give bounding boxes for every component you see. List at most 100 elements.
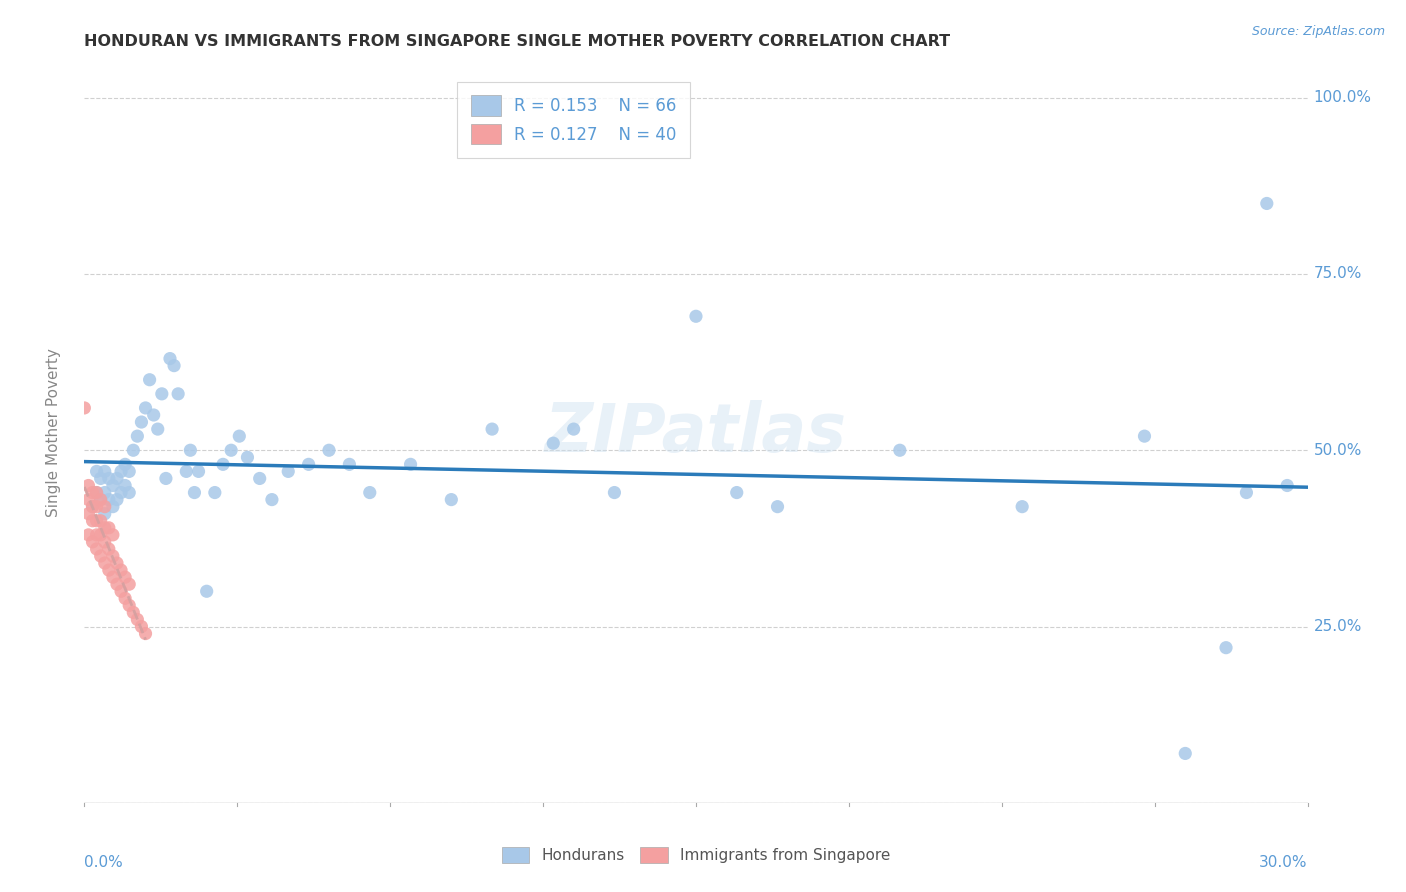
- Point: [127, 612, 149, 626]
- Point: [163, 359, 186, 373]
- Point: [440, 492, 463, 507]
- Point: [90, 528, 112, 542]
- Point: [131, 415, 153, 429]
- Point: [481, 422, 503, 436]
- Point: [298, 458, 321, 472]
- Text: 30.0%: 30.0%: [1260, 855, 1308, 870]
- Point: [1236, 485, 1258, 500]
- Point: [90, 471, 112, 485]
- Point: [138, 373, 160, 387]
- Point: [127, 429, 149, 443]
- Legend: Hondurans, Immigrants from Singapore: Hondurans, Immigrants from Singapore: [496, 841, 896, 869]
- Point: [260, 492, 283, 507]
- Point: [101, 570, 124, 584]
- Point: [97, 492, 120, 507]
- Point: [110, 464, 132, 478]
- Point: [318, 443, 340, 458]
- Point: [122, 443, 145, 458]
- Point: [187, 464, 209, 478]
- Point: [131, 619, 153, 633]
- Point: [122, 606, 145, 620]
- Point: [159, 351, 181, 366]
- Point: [86, 514, 108, 528]
- Point: [150, 387, 173, 401]
- Point: [82, 535, 104, 549]
- Point: [93, 535, 115, 549]
- Point: [1174, 747, 1197, 761]
- Point: [204, 485, 226, 500]
- Point: [562, 422, 585, 436]
- Text: 75.0%: 75.0%: [1313, 267, 1362, 282]
- Point: [114, 478, 136, 492]
- Point: [86, 500, 108, 514]
- Point: [118, 464, 141, 478]
- Point: [543, 436, 565, 450]
- Point: [93, 485, 115, 500]
- Point: [174, 464, 197, 478]
- Point: [183, 485, 205, 500]
- Point: [155, 471, 177, 485]
- Point: [179, 443, 201, 458]
- Point: [97, 471, 120, 485]
- Point: [889, 443, 911, 458]
- Point: [725, 485, 748, 500]
- Point: [135, 626, 157, 640]
- Point: [195, 584, 218, 599]
- Point: [101, 478, 124, 492]
- Point: [97, 541, 120, 556]
- Point: [105, 492, 128, 507]
- Point: [105, 577, 128, 591]
- Point: [86, 485, 108, 500]
- Point: [90, 492, 112, 507]
- Point: [93, 521, 115, 535]
- Point: [212, 458, 235, 472]
- Point: [118, 577, 141, 591]
- Point: [90, 492, 112, 507]
- Text: 25.0%: 25.0%: [1313, 619, 1362, 634]
- Y-axis label: Single Mother Poverty: Single Mother Poverty: [46, 348, 60, 517]
- Point: [1133, 429, 1156, 443]
- Point: [73, 401, 96, 415]
- Text: 100.0%: 100.0%: [1313, 90, 1372, 105]
- Point: [219, 443, 242, 458]
- Point: [110, 563, 132, 577]
- Point: [114, 458, 136, 472]
- Point: [77, 507, 100, 521]
- Point: [135, 401, 157, 415]
- Point: [277, 464, 299, 478]
- Point: [766, 500, 789, 514]
- Point: [86, 541, 108, 556]
- Point: [114, 570, 136, 584]
- Text: HONDURAN VS IMMIGRANTS FROM SINGAPORE SINGLE MOTHER POVERTY CORRELATION CHART: HONDURAN VS IMMIGRANTS FROM SINGAPORE SI…: [84, 34, 950, 49]
- Point: [114, 591, 136, 606]
- Point: [118, 485, 141, 500]
- Point: [603, 485, 626, 500]
- Point: [105, 471, 128, 485]
- Point: [118, 599, 141, 613]
- Point: [146, 422, 169, 436]
- Point: [1277, 478, 1299, 492]
- Text: ZIPatlas: ZIPatlas: [546, 400, 846, 466]
- Text: 50.0%: 50.0%: [1313, 442, 1362, 458]
- Point: [86, 528, 108, 542]
- Text: 0.0%: 0.0%: [84, 855, 124, 870]
- Point: [228, 429, 250, 443]
- Point: [97, 521, 120, 535]
- Point: [236, 450, 259, 465]
- Point: [167, 387, 190, 401]
- Point: [77, 528, 100, 542]
- Point: [1011, 500, 1033, 514]
- Point: [82, 500, 104, 514]
- Point: [93, 556, 115, 570]
- Point: [110, 485, 132, 500]
- Point: [97, 563, 120, 577]
- Point: [101, 549, 124, 563]
- Point: [105, 556, 128, 570]
- Point: [86, 464, 108, 478]
- Point: [1215, 640, 1237, 655]
- Point: [82, 485, 104, 500]
- Point: [110, 584, 132, 599]
- Point: [399, 458, 422, 472]
- Point: [101, 500, 124, 514]
- Point: [77, 492, 100, 507]
